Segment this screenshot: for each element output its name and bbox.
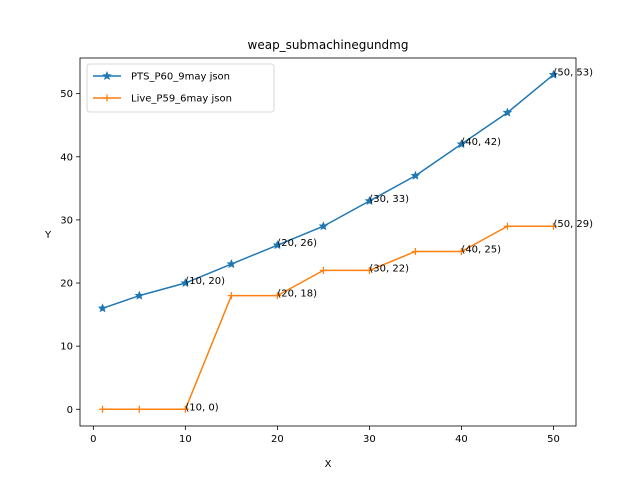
plot-frame [79,57,577,427]
x-tick-label: 50 [547,434,560,445]
data-annotation: (50, 29) [553,219,593,230]
data-point [548,69,559,79]
data-point [181,405,189,413]
data-annotation: (50, 53) [553,68,593,79]
y-tick-label: 40 [60,152,73,163]
legend-box [86,63,275,113]
plot-area: 0 10 20 30 40 50 0 10 20 30 40 50 (10, 20) (20, 26) (3… [60,57,593,445]
y-tick-label: 20 [60,279,73,290]
data-annotation: (10, 20) [185,276,225,287]
data-point [410,170,421,180]
data-point [227,292,235,300]
x-tick-label: 20 [271,434,284,445]
data-point [135,405,143,413]
y-tick-label: 0 [67,405,73,416]
data-point [457,247,465,255]
data-annotation: (40, 25) [461,244,501,255]
x-tick-label: 10 [179,434,192,445]
data-annotation: (30, 33) [369,194,409,205]
data-point [411,247,419,255]
data-point [272,240,283,250]
data-point [365,266,373,274]
data-point [502,107,513,117]
data-point [97,303,108,313]
x-tick-label: 30 [363,434,376,445]
legend-marker-2 [103,94,111,102]
data-point [226,259,237,269]
legend-label-2: Live_P59_6may json [131,94,232,105]
data-annotation: (20, 26) [277,238,317,249]
legend-marker-1 [102,71,112,81]
y-axis-label: Y [44,230,52,241]
x-tick-label: 0 [90,434,96,445]
data-point [99,405,107,413]
data-point [456,139,467,149]
data-point [549,222,557,230]
y-tick-label: 30 [60,215,73,226]
data-point [273,292,281,300]
data-annotation: (30, 22) [369,263,409,274]
x-axis-label: X [325,459,332,470]
data-annotation: (40, 42) [461,137,501,148]
data-point [134,290,145,300]
x-tick-label: 40 [455,434,468,445]
data-point [364,195,375,206]
data-point [180,278,191,288]
legend: PTS_P60_9may json Live_P59_6may json [86,63,275,113]
chart-title: weap_submachinegundmg [248,38,409,52]
data-annotation: (10, 0) [185,402,218,413]
data-point [503,222,511,230]
y-tick-label: 50 [60,89,73,100]
legend-label-1: PTS_P60_9may json [131,72,230,83]
y-tick-label: 10 [60,342,73,353]
data-annotation: (20, 18) [277,289,317,300]
data-point [318,221,329,231]
data-point [319,266,327,274]
